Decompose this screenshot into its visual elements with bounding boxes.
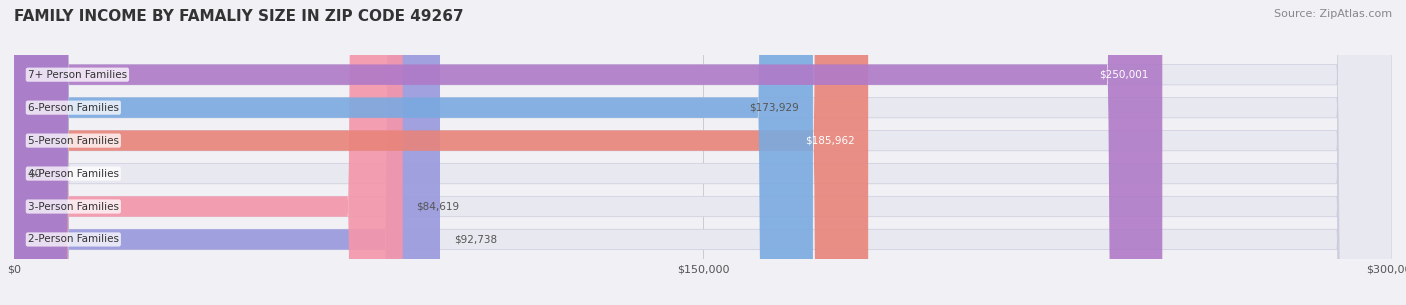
Text: $250,001: $250,001	[1099, 70, 1149, 80]
Text: 3-Person Families: 3-Person Families	[28, 202, 120, 211]
Text: 6-Person Families: 6-Person Families	[28, 103, 120, 113]
FancyBboxPatch shape	[14, 0, 1392, 305]
Text: 4-Person Families: 4-Person Families	[28, 169, 120, 178]
Text: $185,962: $185,962	[804, 136, 855, 145]
FancyBboxPatch shape	[14, 0, 868, 305]
FancyBboxPatch shape	[14, 0, 1392, 305]
Text: $92,738: $92,738	[454, 235, 496, 245]
Text: $173,929: $173,929	[749, 103, 799, 113]
FancyBboxPatch shape	[14, 0, 1163, 305]
FancyBboxPatch shape	[14, 0, 1392, 305]
FancyBboxPatch shape	[14, 0, 440, 305]
FancyBboxPatch shape	[14, 0, 1392, 305]
FancyBboxPatch shape	[14, 0, 1392, 305]
Text: 7+ Person Families: 7+ Person Families	[28, 70, 127, 80]
Text: Source: ZipAtlas.com: Source: ZipAtlas.com	[1274, 9, 1392, 19]
FancyBboxPatch shape	[14, 0, 402, 305]
Text: 5-Person Families: 5-Person Families	[28, 136, 120, 145]
Text: 2-Person Families: 2-Person Families	[28, 235, 120, 245]
Text: $0: $0	[28, 169, 41, 178]
FancyBboxPatch shape	[14, 0, 1392, 305]
Text: $84,619: $84,619	[416, 202, 460, 211]
FancyBboxPatch shape	[14, 0, 813, 305]
Text: FAMILY INCOME BY FAMALIY SIZE IN ZIP CODE 49267: FAMILY INCOME BY FAMALIY SIZE IN ZIP COD…	[14, 9, 464, 24]
